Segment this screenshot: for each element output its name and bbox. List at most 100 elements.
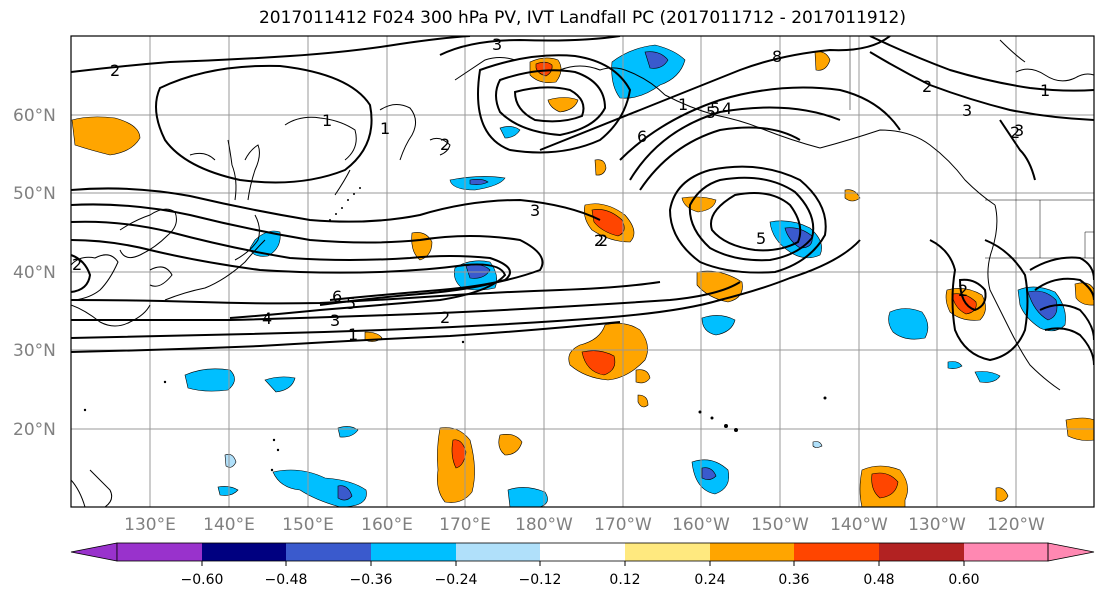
contour-label: 1 [322, 111, 332, 130]
pv-positive-blob [547, 97, 579, 113]
colorbar-tick-label: 0.24 [694, 572, 725, 588]
contour-label: 5 [346, 294, 356, 313]
contour-label: 6 [332, 287, 342, 306]
borders [849, 36, 1094, 259]
colorbar-ticks [201, 561, 965, 566]
lat-label: 40°N [13, 263, 56, 283]
contour-label: 3 [1014, 121, 1024, 140]
contour-label: 2 [594, 231, 604, 250]
contour-label: 1 [348, 325, 358, 344]
island-dots [83, 187, 827, 472]
pv-positive-blob [871, 472, 899, 499]
colorbar-segment [371, 543, 456, 561]
contour-labels: 2 3 1 1 2 3 8 1 2 5 4 6 2 1 2 3 5 6 5 4 … [72, 35, 1050, 344]
colorbar-segment [202, 543, 286, 561]
colorbar-tick-label: 0.36 [778, 572, 809, 588]
pv-positive-blob [635, 369, 651, 384]
pv-positive-blob [591, 209, 625, 237]
lon-label: 140°W [830, 515, 888, 535]
contour-label: 1 [380, 119, 390, 138]
pv-positive-blob [71, 116, 141, 156]
pv-positive-blob [498, 434, 523, 456]
colorbar-tick-label: −0.12 [519, 572, 562, 588]
colorbar: −0.60 −0.48 −0.36 −0.24 −0.12 0.12 0.24 … [70, 542, 1095, 588]
contour-label: 4 [262, 309, 272, 328]
map-frame [70, 35, 1095, 508]
contour-label: 8 [772, 47, 782, 66]
lon-label: 130°E [124, 515, 176, 535]
pv-positive-blob [637, 394, 649, 408]
pv-negative-blob [469, 179, 489, 185]
contour-label: 2 [72, 255, 82, 274]
colorbar-segment [117, 543, 202, 561]
contour-label: 1 [678, 95, 688, 114]
lat-label: 20°N [13, 420, 56, 440]
lon-axis: 130°E 140°E 150°E 160°E 170°E 180°W 170°… [124, 515, 1045, 535]
pv-positive-blob [1074, 282, 1094, 306]
pv-negative-blob [264, 376, 296, 393]
contour-label: 2 [922, 77, 932, 96]
lat-axis: 60°N 50°N 40°N 30°N 20°N [13, 106, 56, 440]
pv-negative-blob [337, 485, 353, 501]
pv-positive-blob [681, 196, 717, 213]
pv-positive-blob [814, 51, 831, 71]
contour-label: 4 [722, 99, 732, 118]
colorbar-tick-label: 0.12 [609, 572, 640, 588]
pv-positive-blob [844, 189, 861, 202]
pv-negative-blob [812, 441, 823, 448]
pv-positive-blob [581, 350, 616, 376]
contour-label: 2 [958, 281, 968, 300]
colorbar-tick-label: −0.48 [265, 572, 308, 588]
pv-negative-blob [184, 368, 235, 392]
pv-negative-blob [224, 454, 237, 468]
colorbar-segment [964, 543, 1048, 561]
contour-label: 2 [440, 135, 450, 154]
contour-label: 1 [1040, 81, 1050, 100]
contour-label: 2 [440, 308, 450, 327]
colorbar-tick-label: −0.36 [350, 572, 393, 588]
contour-label: 5 [756, 229, 766, 248]
contour-label: 3 [492, 35, 502, 54]
pv-negative-blob [947, 361, 963, 369]
colorbar-segment [540, 543, 625, 561]
colorbar-segment [456, 543, 540, 561]
lat-label: 50°N [13, 184, 56, 204]
contour-label: 2 [1010, 123, 1020, 142]
lon-label: 170°E [439, 515, 491, 535]
colorbar-segment [879, 543, 964, 561]
pv-anomaly-fills [71, 44, 1094, 507]
colorbar-tick-label: −0.24 [435, 572, 478, 588]
contour-label: 5 [710, 99, 720, 118]
pv-negative-blob [507, 487, 548, 507]
lon-label: 150°W [751, 515, 809, 535]
lon-label: 150°E [282, 515, 334, 535]
colorbar-tick-label: 0.60 [948, 572, 979, 588]
colorbar-max-extend [1047, 542, 1095, 562]
lat-label: 30°N [13, 341, 56, 361]
pv-negative-blob [337, 426, 359, 438]
colorbar-segment [286, 543, 371, 561]
map-title: 2017011412 F024 300 hPa PV, IVT Landfall… [258, 8, 906, 28]
pv-negative-blob [644, 51, 669, 69]
contour-label: 2 [598, 231, 608, 250]
pv-positive-blob [594, 159, 607, 176]
pv-negative-blob [1027, 290, 1058, 321]
colorbar-min-extend [70, 542, 118, 562]
pv-negative-blob [499, 126, 521, 139]
contour-label: 3 [962, 101, 972, 120]
pv-positive-blob [696, 270, 743, 303]
pv-positive-blob [995, 487, 1009, 502]
lon-label: 120°W [987, 515, 1045, 535]
pv-negative-blob [217, 486, 239, 496]
contour-label: 2 [110, 61, 120, 80]
lon-label: 130°W [908, 515, 966, 535]
colorbar-tick-label: −0.60 [181, 572, 224, 588]
lon-label: 140°E [203, 515, 255, 535]
pv-negative-blob [701, 315, 736, 336]
contour-label: 5 [706, 103, 716, 122]
colorbar-segment [710, 543, 794, 561]
colorbar-tick-label: 0.48 [863, 572, 894, 588]
colorbar-segment [625, 543, 710, 561]
contour-label: 3 [530, 201, 540, 220]
